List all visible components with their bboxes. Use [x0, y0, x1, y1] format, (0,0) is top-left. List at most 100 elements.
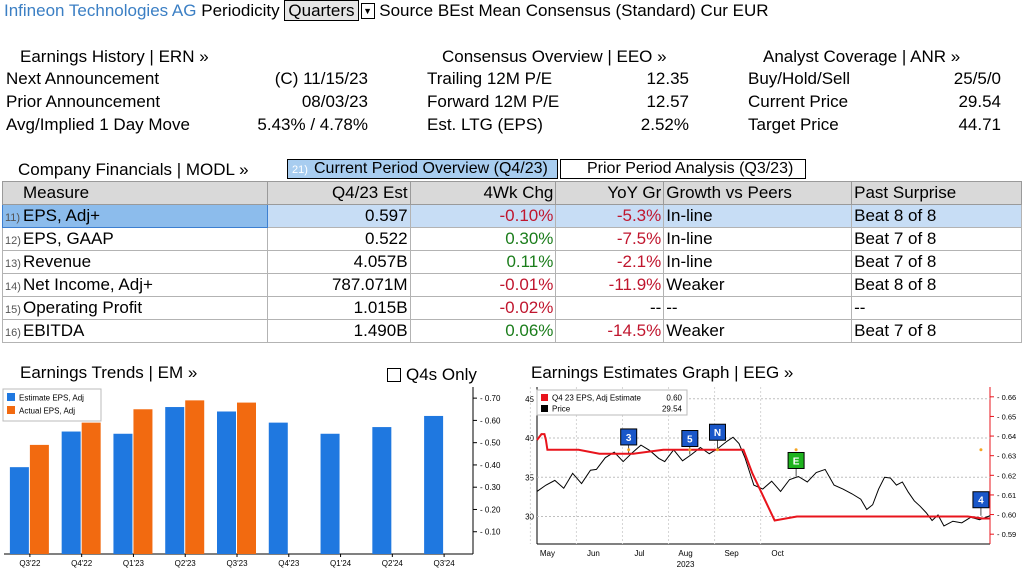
peers-cell: In-line: [663, 250, 853, 274]
consensus-value: 12.57: [646, 92, 689, 111]
table-row[interactable]: 13) Revenue 4.057B 0.11% -2.1% In-line Be…: [2, 250, 1022, 274]
event-marker-label: E: [793, 456, 800, 467]
table-row[interactable]: 15) Operating Profit 1.015B -0.02% -- -- …: [2, 296, 1022, 320]
x-tick-label: Q1'24: [330, 559, 352, 568]
x-tick-label: May: [540, 549, 555, 558]
earnings-history-label: Prior Announcement: [6, 92, 161, 111]
chart-legend: Q4 23 EPS, Adj Estimate 0.60 Price 29.54: [536, 389, 688, 416]
periodicity-dropdown[interactable]: Quarters: [284, 0, 359, 21]
y-tick-label: - 0.70: [480, 394, 501, 403]
tab-prior-period[interactable]: Prior Period Analysis (Q3/23): [560, 159, 806, 179]
column-header[interactable]: Past Surprise: [851, 181, 1022, 205]
x-tick-label: Q2'24: [382, 559, 404, 568]
consensus-value: 2.52%: [640, 115, 689, 134]
x-tick-label: Sep: [724, 549, 739, 558]
yoy-cell: -14.5%: [555, 319, 665, 343]
earnings-history-value: 5.43% / 4.78%: [257, 115, 368, 134]
y-tick-label: - 0.50: [480, 439, 501, 448]
analyst-value: 29.54: [958, 92, 1001, 111]
chart-lines: [536, 433, 991, 527]
x-tick-label: Oct: [771, 549, 784, 558]
yoy-cell: -5.3%: [555, 204, 665, 228]
company-name[interactable]: Infineon Technologies AG: [4, 1, 197, 20]
surprise-cell: Beat 8 of 8: [851, 273, 1022, 297]
event-marker-label: N: [714, 428, 721, 439]
column-header[interactable]: Q4/23 Est: [266, 181, 411, 205]
estimate-bar: [217, 411, 236, 554]
column-header[interactable]: 4Wk Chg: [409, 181, 557, 205]
table-row[interactable]: 14) Net Income, Adj+ 787.071M -0.01% -11.…: [2, 273, 1022, 297]
earnings-history-title[interactable]: Earnings History | ERN »: [20, 47, 209, 66]
chart-legend: Estimate EPS, Adj Actual EPS, Adj: [2, 388, 102, 422]
q4s-only-label: Q4s Only: [406, 365, 477, 384]
actual-bar: [133, 409, 153, 554]
yoy-cell: -11.9%: [555, 273, 665, 297]
estimate-point: [627, 448, 631, 452]
table-row[interactable]: 11) EPS, Adj+ 0.597 -0.10% -5.3% In-line …: [2, 204, 1022, 228]
earnings-trends-chart: - 0.10 - 0.20 - 0.30 - 0.40 - 0.50 - 0.60 - 0.…: [2, 387, 501, 568]
surprise-cell: Beat 7 of 8: [851, 227, 1022, 251]
estimate-cell: 787.071M: [266, 273, 411, 297]
table-row[interactable]: 16) EBITDA 1.490B 0.06% -14.5% Weaker Bea…: [2, 319, 1022, 343]
event-marker: [708, 423, 726, 441]
chevron-down-icon[interactable]: ▼: [360, 3, 375, 19]
earnings-estimates-graph-title[interactable]: Earnings Estimates Graph | EEG »: [531, 363, 794, 382]
right-tick-label: - 0.66: [997, 393, 1016, 402]
source-text: Source BEst Mean Consensus (Standard) Cu…: [379, 1, 769, 20]
x-tick-label: Q4'23: [278, 559, 300, 568]
consensus-overview-title[interactable]: Consensus Overview | EEO »: [442, 47, 667, 66]
x-year-label: 2023: [677, 560, 695, 569]
estimate-bar: [424, 415, 444, 554]
legend-label-estimate: Q4 23 EPS, Adj Estimate: [552, 394, 641, 403]
estimate-bar: [372, 427, 392, 554]
earnings-trends-title[interactable]: Earnings Trends | EM »: [20, 363, 198, 382]
checkbox-icon[interactable]: [387, 368, 401, 382]
estimate-point: [979, 448, 983, 452]
column-header[interactable]: Measure: [2, 181, 268, 205]
analyst-label: Buy/Hold/Sell: [748, 69, 851, 88]
measure-cell[interactable]: 13) Revenue: [2, 250, 268, 274]
yoy-cell: -2.1%: [555, 250, 665, 274]
column-header[interactable]: Growth vs Peers: [663, 181, 853, 205]
right-tick-label: - 0.63: [997, 452, 1016, 461]
analyst-label: Current Price: [748, 92, 849, 111]
change-cell: 0.06%: [409, 319, 557, 343]
measure-cell[interactable]: 11) EPS, Adj+: [2, 204, 268, 228]
tab-current-period[interactable]: 21) Current Period Overview (Q4/23): [287, 159, 558, 179]
yoy-cell: --: [555, 296, 665, 320]
measure-cell[interactable]: 14) Net Income, Adj+: [2, 273, 268, 297]
company-financials-title[interactable]: Company Financials | MODL »: [18, 160, 249, 179]
estimate-cell: 1.015B: [266, 296, 411, 320]
measure-cell[interactable]: 12) EPS, GAAP: [2, 227, 268, 251]
estimate-bar: [113, 433, 133, 554]
estimate-bar: [165, 407, 185, 554]
legend-swatch-actual: [7, 406, 15, 414]
earnings-history-value: (C) 11/15/23: [274, 69, 368, 88]
y-tick-label: - 0.30: [480, 483, 501, 492]
change-cell: 0.11%: [409, 250, 557, 274]
measure-cell[interactable]: 16) EBITDA: [2, 319, 268, 343]
right-tick-label: - 0.59: [997, 530, 1016, 539]
estimate-cell: 0.597: [266, 204, 411, 228]
column-header[interactable]: YoY Gr: [555, 181, 665, 205]
q4s-only-checkbox[interactable]: Q4s Only: [387, 365, 477, 385]
left-tick-label: 45: [525, 395, 534, 404]
x-tick-label: Q4'22: [71, 559, 93, 568]
right-tick-label: - 0.65: [997, 412, 1016, 421]
x-tick-label: Jul: [634, 549, 644, 558]
estimate-cell: 0.522: [266, 227, 411, 251]
header-bar: Infineon Technologies AG Periodicity Qua…: [4, 0, 769, 21]
x-tick-label: Aug: [678, 549, 692, 558]
estimate-point: [688, 448, 692, 452]
x-tick-label: Q2'23: [175, 559, 197, 568]
actual-bar: [29, 444, 49, 554]
event-marker: [787, 451, 805, 469]
table-header-row: Measure Q4/23 Est 4Wk Chg YoY Gr Growth …: [2, 181, 1022, 205]
measure-cell[interactable]: 15) Operating Profit: [2, 296, 268, 320]
table-row[interactable]: 12) EPS, GAAP 0.522 0.30% -7.5% In-line B…: [2, 227, 1022, 251]
analyst-coverage-title[interactable]: Analyst Coverage | ANR »: [763, 47, 961, 66]
change-cell: -0.10%: [409, 204, 557, 228]
legend-swatch-price: [541, 405, 548, 412]
consensus-label: Est. LTG (EPS): [427, 115, 543, 134]
